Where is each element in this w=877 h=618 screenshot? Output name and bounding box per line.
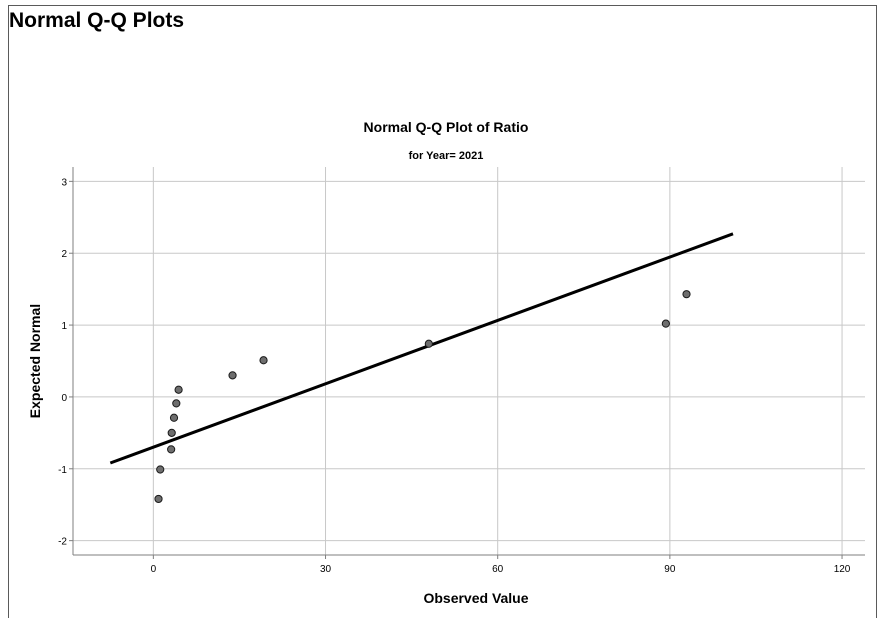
y-tick-label: 3 xyxy=(61,177,67,188)
data-point xyxy=(167,428,176,437)
section-title: Normal Q-Q Plots xyxy=(9,9,185,32)
x-tick-label: 120 xyxy=(834,564,851,575)
chart-text: Normal Q-Q Plot of Ratio for Year= 2021 … xyxy=(27,119,529,606)
y-tick-label: -2 xyxy=(58,537,67,548)
x-tick-label: 60 xyxy=(492,564,504,575)
data-points xyxy=(154,290,691,504)
x-tick-label: 0 xyxy=(151,564,157,575)
chart-subtitle: for Year= 2021 xyxy=(409,150,484,162)
data-point xyxy=(424,339,433,348)
x-axis-label: Observed Value xyxy=(423,590,528,606)
data-point xyxy=(167,445,176,454)
data-point xyxy=(156,465,165,474)
x-tick-label: 30 xyxy=(320,564,332,575)
reference-line xyxy=(109,232,734,465)
y-tick-label: -1 xyxy=(58,465,67,476)
y-axis-label: Expected Normal xyxy=(27,304,43,418)
data-point xyxy=(172,399,181,408)
y-tick-label: 0 xyxy=(61,393,67,404)
reference-line-layer xyxy=(109,232,734,465)
y-tick-label: 1 xyxy=(61,321,67,332)
data-point xyxy=(174,385,183,394)
data-point xyxy=(228,371,237,380)
y-tick-label: 2 xyxy=(61,249,67,260)
tick-labels: 0 30 60 90 120 -2 -1 0 1 2 3 xyxy=(58,177,851,575)
data-point xyxy=(661,319,670,328)
data-point xyxy=(169,413,179,422)
frame-top-border xyxy=(8,5,877,6)
axes xyxy=(69,167,865,559)
grid-lines xyxy=(73,167,865,555)
data-point xyxy=(154,494,163,504)
x-tick-label: 90 xyxy=(664,564,676,575)
frame-left-border xyxy=(8,5,9,618)
chart-title: Normal Q-Q Plot of Ratio xyxy=(364,119,529,135)
data-point xyxy=(259,356,268,365)
data-point xyxy=(682,290,691,299)
